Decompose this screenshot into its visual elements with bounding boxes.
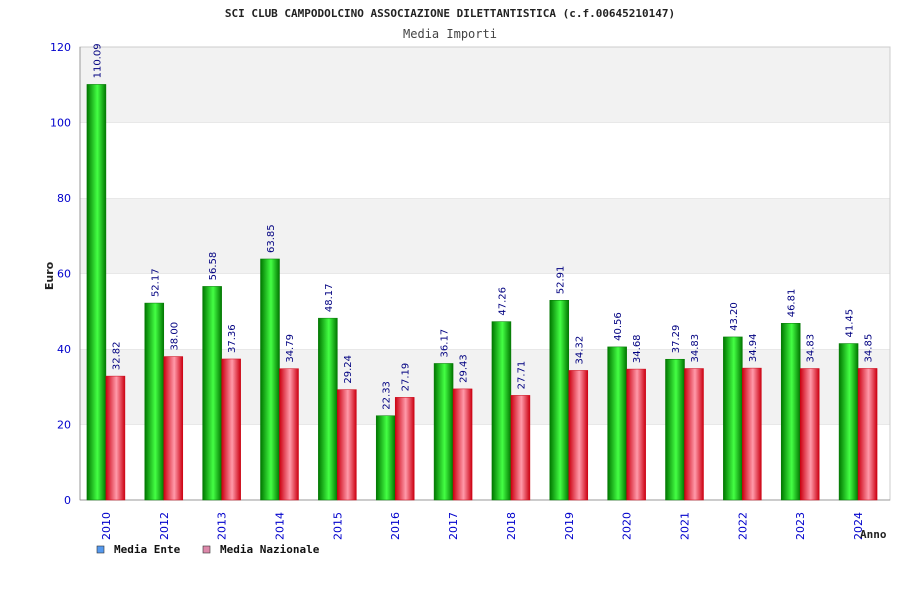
y-tick-label: 80 (57, 192, 71, 205)
legend-label-ente: Media Ente (114, 543, 181, 556)
bar-value-label: 110.09 (92, 43, 103, 78)
bar-value-label: 29.43 (459, 354, 470, 383)
x-tick-label: 2012 (158, 512, 171, 540)
bar-media-nazionale (105, 375, 126, 501)
bar-media-nazionale (394, 397, 415, 501)
chart-title: SCI CLUB CAMPODOLCINO ASSOCIAZIONE DILET… (225, 7, 675, 20)
bar-media-ente (665, 358, 685, 501)
legend-swatch-ente (96, 545, 105, 554)
x-tick-label: 2018 (505, 512, 518, 540)
bar-media-nazionale (337, 389, 357, 501)
bar-value-label: 34.32 (574, 336, 585, 365)
x-tick-label: 2010 (100, 512, 113, 540)
bar-media-ente (433, 363, 454, 501)
bar-value-label: 52.17 (150, 268, 161, 297)
bar-value-label: 43.20 (729, 302, 740, 331)
bar-media-nazionale (510, 395, 531, 501)
bar-value-label: 32.82 (111, 341, 122, 370)
bar-value-label: 34.83 (690, 334, 701, 363)
bar-value-label: 56.58 (208, 252, 219, 281)
x-tick-label: 2022 (736, 512, 749, 540)
y-axis-label: Euro (43, 261, 56, 290)
bar-value-label: 34.79 (285, 334, 296, 363)
x-tick-label: 2019 (563, 512, 576, 540)
bar-media-nazionale (626, 368, 646, 501)
bar-media-ente (260, 258, 280, 501)
bar-value-label: 40.56 (613, 312, 624, 341)
grid-band (80, 349, 890, 425)
x-tick-label: 2015 (331, 512, 344, 540)
bar-media-nazionale (799, 368, 820, 501)
bar-media-ente (491, 321, 512, 501)
bar-value-label: 37.29 (671, 325, 682, 354)
bar-media-ente (723, 336, 743, 501)
bar-media-ente (375, 415, 396, 501)
grid-band (80, 47, 890, 123)
bar-value-label: 34.85 (864, 334, 875, 363)
bar-value-label: 52.91 (555, 266, 566, 295)
y-tick-label: 100 (50, 117, 71, 130)
x-axis-label: Anno (860, 528, 887, 541)
bar-value-label: 48.17 (324, 284, 335, 313)
bar-value-label: 37.36 (227, 324, 238, 353)
x-tick-label: 2014 (274, 512, 287, 540)
bar-value-label: 41.45 (845, 309, 856, 338)
y-tick-label: 60 (57, 268, 71, 281)
x-tick-label: 2013 (216, 512, 229, 540)
grid-band (80, 424, 890, 500)
legend-label-nazionale: Media Nazionale (220, 543, 320, 556)
bar-media-nazionale (742, 367, 762, 501)
x-axis-ticks: 2010 2012 2013 2014 2015 2016 2017 2018 2019 2020… (100, 512, 865, 540)
y-tick-label: 40 (57, 343, 71, 356)
bar-media-nazionale (857, 368, 878, 501)
bar-value-label: 34.68 (632, 334, 643, 363)
y-tick-label: 0 (64, 494, 71, 507)
y-tick-label: 20 (57, 419, 71, 432)
bar-media-nazionale (452, 388, 473, 501)
bar-value-label: 38.00 (169, 322, 180, 351)
bar-value-label: 29.24 (343, 355, 354, 384)
bar-media-ente (144, 302, 165, 501)
bar-media-nazionale (684, 368, 704, 501)
x-tick-label: 2020 (621, 512, 634, 540)
bar-media-nazionale (221, 358, 241, 501)
bar-media-ente (607, 346, 627, 501)
bar-media-ente (86, 84, 107, 501)
plot-background (79, 46, 891, 501)
y-axis-ticks: 0 20 40 60 80 100 120 (50, 41, 71, 507)
bar-media-nazionale (568, 370, 589, 501)
bar-value-label: 34.94 (748, 333, 759, 362)
bar-media-ente (838, 343, 859, 501)
x-tick-label: 2024 (852, 512, 865, 540)
bar-value-label: 22.33 (382, 381, 393, 410)
bar-media-ente (202, 286, 222, 501)
grid-band (80, 273, 890, 349)
x-tick-label: 2017 (447, 512, 460, 540)
bar-media-ente (780, 323, 801, 501)
bars-group (86, 84, 878, 501)
bar-media-ente (318, 317, 338, 501)
x-tick-label: 2016 (389, 512, 402, 540)
bar-value-label: 36.17 (440, 329, 451, 358)
x-tick-label: 2023 (794, 512, 807, 540)
legend: Media Ente Media Nazionale (96, 543, 320, 556)
chart-subtitle: Media Importi (403, 27, 497, 41)
value-labels-group: 110.09 32.82 52.17 38.00 56.58 37.36 63.85 34.7… (92, 43, 874, 409)
grid-band (80, 122, 890, 198)
bar-media-ente (549, 300, 570, 501)
legend-swatch-nazionale (202, 545, 211, 554)
bar-media-nazionale (163, 356, 184, 501)
y-tick-label: 120 (50, 41, 71, 54)
bar-value-label: 34.83 (806, 334, 817, 363)
bar-value-label: 27.19 (401, 363, 412, 392)
grid-band (80, 198, 890, 274)
bar-value-label: 46.81 (787, 289, 798, 318)
x-tick-label: 2021 (679, 512, 692, 540)
bar-value-label: 63.85 (266, 224, 277, 253)
bar-value-label: 47.26 (497, 287, 508, 316)
bar-value-label: 27.71 (516, 361, 527, 390)
bar-media-nazionale (279, 368, 299, 501)
